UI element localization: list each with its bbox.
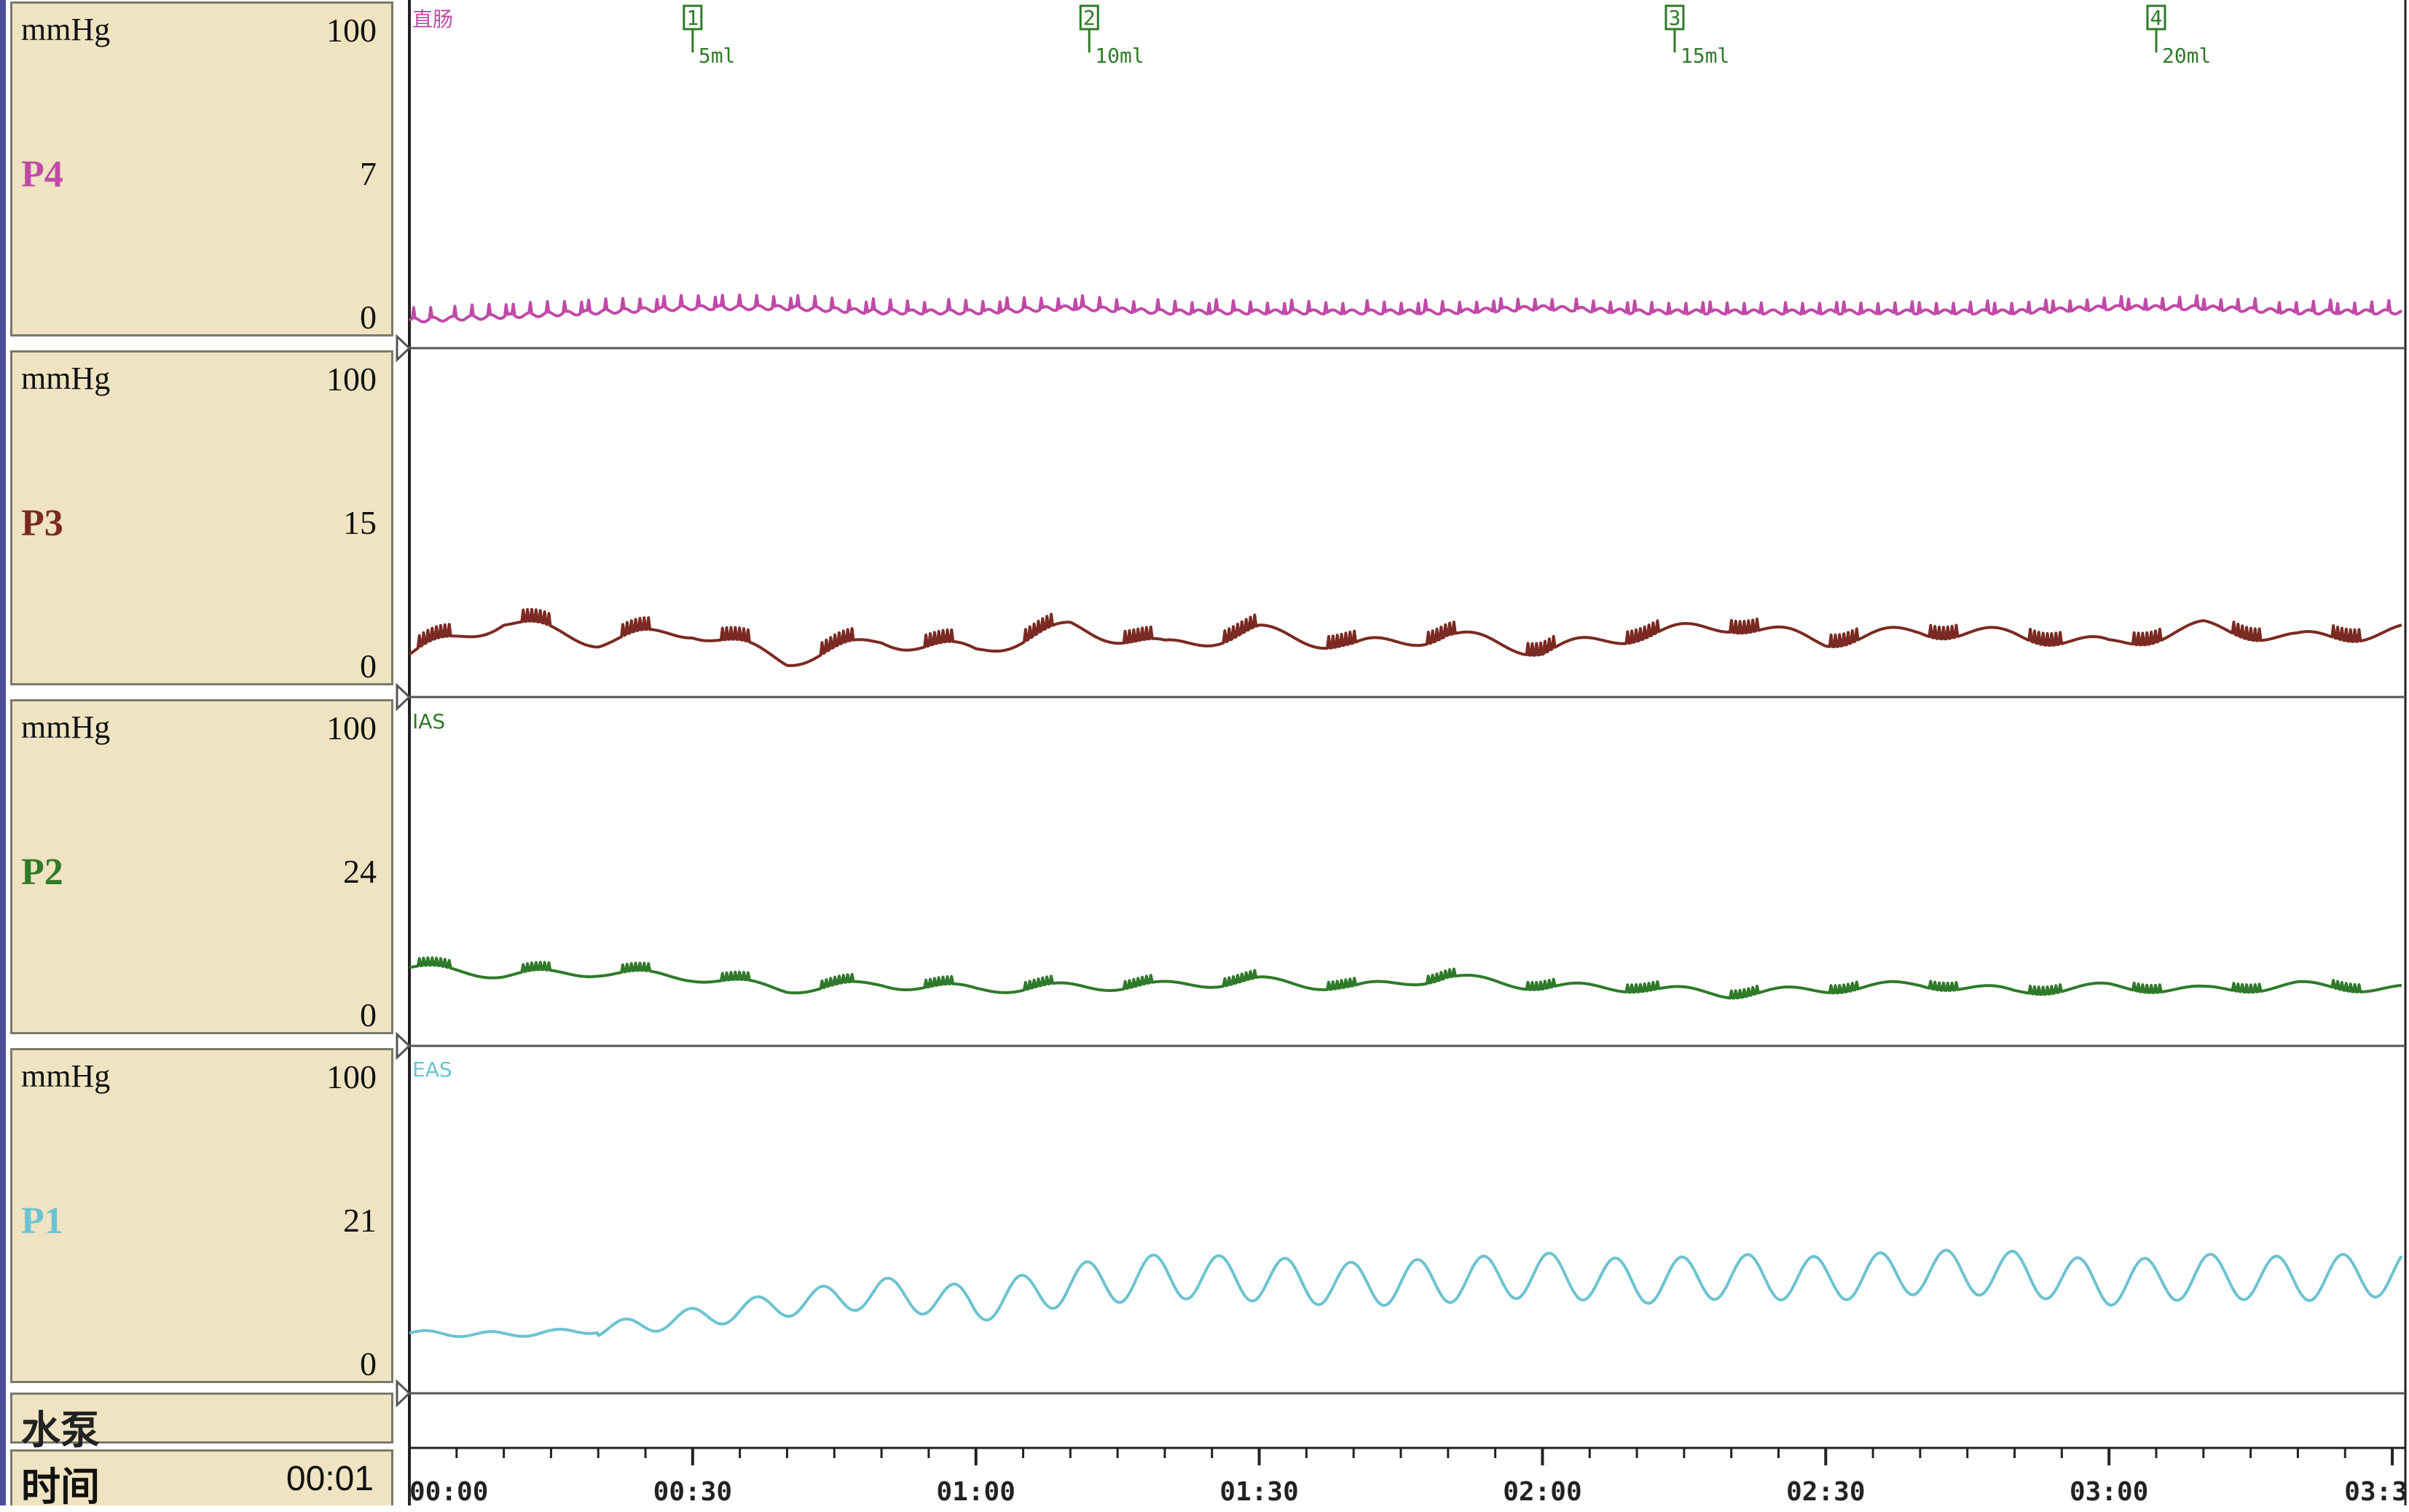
x-tick-label: 02:30 (1786, 1477, 1865, 1505)
scale-min: 0 (360, 996, 377, 1033)
trace-p1 (409, 1248, 2403, 1339)
time-panel: 时间 00:01 (10, 1449, 393, 1510)
event-marker-id: 1 (686, 6, 699, 30)
baseline-marker-icon[interactable] (396, 334, 412, 363)
event-marker-label: 5ml (699, 44, 736, 68)
x-tick-label: 03:00 (2070, 1477, 2148, 1505)
event-marker-label: 20ml (2162, 44, 2211, 68)
scale-min: 0 (360, 299, 377, 336)
channel-annotation: 直肠 (412, 7, 453, 31)
scale-max: 100 (326, 709, 377, 747)
channel-panel-p3: mmHg 100 P3 15 0 (10, 350, 393, 685)
pump-panel: 水泵 (10, 1393, 393, 1453)
event-marker[interactable]: 2 10ml (1079, 4, 1144, 68)
pump-label: 水泵 (21, 1407, 100, 1453)
scale-max: 100 (326, 361, 377, 398)
x-tick-label: 03:3 (2344, 1477, 2408, 1505)
x-tick-label: 02:00 (1503, 1477, 1581, 1505)
window-border (0, 0, 6, 1505)
x-tick-label: 01:00 (937, 1477, 1015, 1505)
time-label: 时间 (21, 1464, 100, 1510)
event-marker[interactable]: 15ml (683, 4, 736, 68)
baseline-marker-icon[interactable] (396, 1379, 412, 1408)
channel-annotation: IAS (412, 709, 445, 733)
channel-annotation: EAS (412, 1058, 452, 1082)
x-tick-label: 01:30 (1219, 1477, 1298, 1505)
event-marker-id: 3 (1668, 6, 1681, 30)
scale-max: 100 (326, 1058, 377, 1095)
channel-name: P3 (21, 503, 63, 544)
channel-panel-p4: mmHg 100 P4 7 0 (10, 1, 393, 336)
event-marker-id: 2 (1083, 6, 1096, 30)
scale-mid: 15 (343, 504, 377, 541)
baseline-marker-icon[interactable] (396, 682, 412, 712)
scale-mid: 24 (343, 853, 377, 890)
scale-max: 100 (326, 12, 377, 49)
unit-label: mmHg (21, 1058, 111, 1094)
time-value: 00:01 (286, 1460, 374, 1498)
event-marker-id: 4 (2150, 6, 2163, 30)
scale-mid: 7 (360, 155, 377, 192)
channel-name: P4 (21, 154, 63, 195)
x-tick-label: 00:30 (653, 1477, 732, 1505)
baseline-marker-icon[interactable] (396, 1031, 412, 1060)
channel-panel-p1: mmHg 100 P1 21 0 (10, 1048, 393, 1383)
trace-p3 (408, 607, 2402, 667)
channel-name: P1 (21, 1200, 63, 1242)
scale-min: 0 (360, 1345, 377, 1382)
unit-label: mmHg (21, 361, 111, 396)
trace-p4 (408, 293, 2403, 323)
unit-label: mmHg (21, 709, 111, 745)
event-marker-label: 10ml (1095, 44, 1144, 68)
trace-p2 (409, 956, 2402, 1000)
event-marker[interactable]: 4 20ml (2146, 4, 2211, 68)
x-tick-label: 00:00 (409, 1477, 488, 1505)
channel-panel-p2: mmHg 100 P2 24 0 (10, 699, 393, 1034)
unit-label: mmHg (21, 12, 111, 47)
scale-mid: 21 (343, 1202, 377, 1239)
channel-name: P2 (21, 851, 63, 893)
scale-min: 0 (360, 647, 377, 685)
event-marker-label: 15ml (1681, 44, 1729, 68)
